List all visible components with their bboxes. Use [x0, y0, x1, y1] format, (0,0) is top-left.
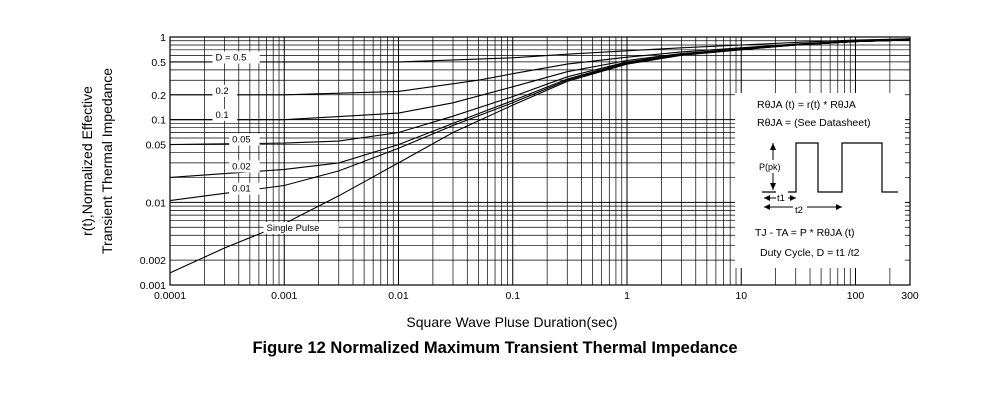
ppk-label: P(pk): [759, 162, 781, 172]
x-tick-label: 100: [847, 290, 865, 302]
t1-arrow-left: [764, 195, 770, 201]
y-tick-label: 0.05: [146, 140, 167, 152]
chart-title: Figure 12 Normalized Maximum Transient T…: [252, 339, 737, 357]
plot-frame: [169, 36, 911, 286]
series-label-3: 0.05: [232, 134, 251, 145]
series-label-bg: [263, 222, 339, 235]
y-axis-label-line2: Transient Thermal Impedance: [99, 68, 115, 254]
y-tick-label: 0.01: [146, 197, 167, 209]
series-labels: D = 0.5 0.2 0.1 0.05 0.02 0.01 Single Pulse: [212, 51, 339, 235]
series-label-bg: [212, 108, 238, 121]
series-label-5: 0.01: [232, 184, 251, 195]
series-layer: [169, 38, 911, 274]
y-tick-label: 1: [160, 32, 166, 44]
tick-labels: 0.0001 0.001 0.01 0.1 1 10 100 30010.50.20.10.0…: [140, 32, 919, 302]
t2-arrow-left: [764, 204, 770, 210]
x-tick-label: 10: [735, 290, 747, 302]
series-label-bg: [229, 133, 260, 146]
y-tick-label: 0.002: [140, 255, 166, 267]
x-tick-label: 300: [901, 290, 919, 302]
series-label-0: D = 0.5: [215, 52, 246, 63]
annotation-background: [735, 93, 905, 268]
y-tick-label: 0.2: [151, 90, 166, 102]
series-line-0: [170, 38, 911, 63]
pulse-waveform: [762, 142, 898, 193]
annotation-line2: RθJA = (See Datasheet): [757, 117, 871, 129]
x-tick-label: 0.0001: [154, 290, 186, 302]
series-label-2: 0.1: [215, 110, 228, 121]
series-label-bg: [229, 160, 260, 173]
t2-label: t2: [795, 205, 803, 216]
series-label-bg: [229, 182, 260, 195]
t2-label-bg: [793, 201, 807, 213]
t1-label-bg: [776, 191, 788, 203]
series-label-4: 0.02: [232, 161, 251, 172]
x-tick-label: 0.01: [388, 290, 409, 302]
t2-arrow-right: [836, 204, 842, 210]
duty-cycle-label: Duty Cycle, D = t1 /t2: [760, 247, 860, 259]
ppk-label-bg: [757, 160, 787, 173]
series-label-1: 0.2: [215, 86, 228, 97]
annotation-box: RθJA (t) = r(t) * RθJA RθJA = (See Datas…: [735, 93, 905, 268]
t1-arrow-right: [790, 195, 796, 201]
ppk-arrow-up: [770, 143, 776, 150]
series-line-1: [170, 38, 911, 96]
x-tick-label: 0.001: [271, 290, 297, 302]
x-tick-label: 1: [624, 290, 630, 302]
y-tick-label: 0.001: [140, 280, 166, 292]
x-tick-label: 0.1: [505, 290, 520, 302]
y-tick-label: 0.1: [151, 115, 166, 127]
t1-label: t1: [777, 193, 785, 204]
series-line-6: [169, 39, 911, 274]
series-label-6: Single Pulse: [267, 223, 320, 234]
y-tick-label: 0.5: [151, 57, 166, 69]
y-axis-label-line1: r(t),Normalized Effective: [79, 86, 95, 236]
x-axis-label: Square Wave Pluse Duration(sec): [406, 314, 617, 330]
series-label-bg: [212, 84, 238, 97]
ppk-arrow-down: [770, 183, 776, 190]
series-label-bg: [212, 51, 260, 64]
equation-label: TJ - TA = P * RθJA (t): [755, 227, 855, 239]
annotation-line1: RθJA (t) = r(t) * RθJA: [757, 99, 856, 111]
